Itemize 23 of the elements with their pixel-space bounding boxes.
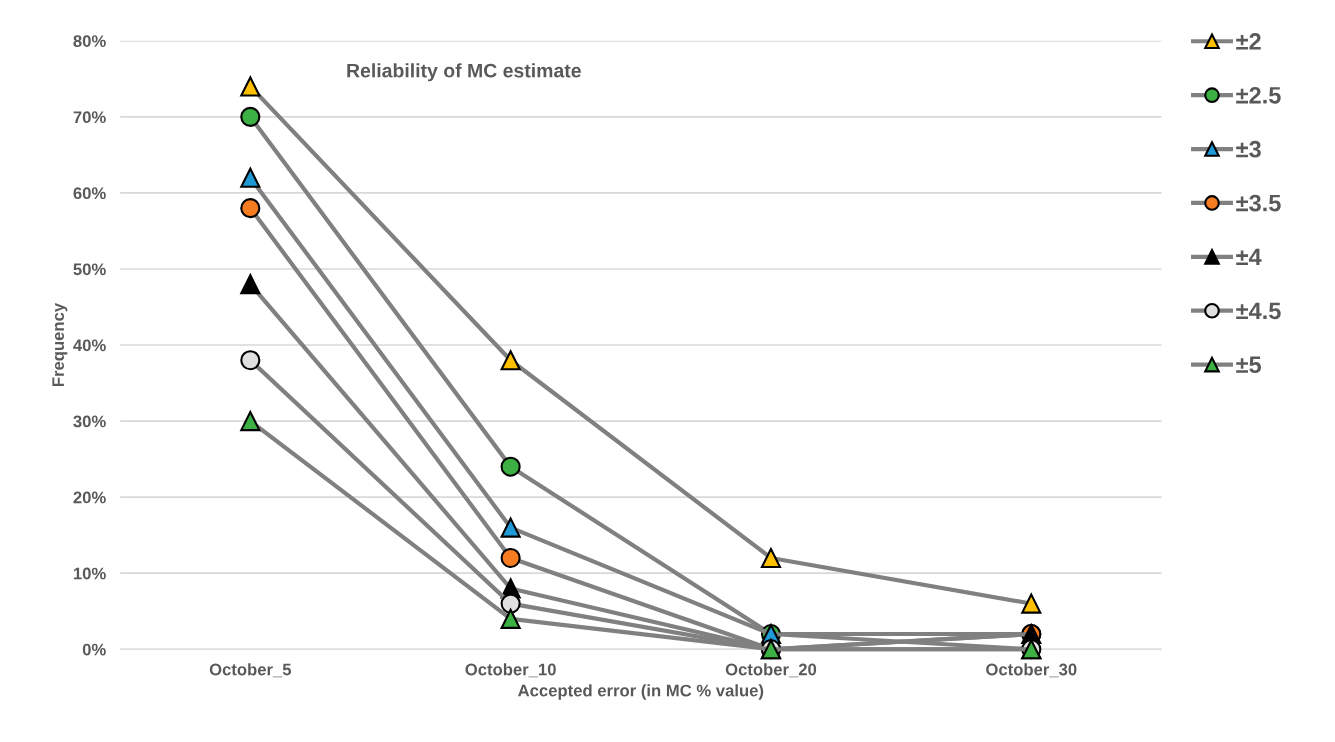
x-tick-label: October_5 bbox=[209, 663, 292, 678]
y-tick-label: 40% bbox=[73, 339, 106, 352]
legend-label: ±3.5 bbox=[1236, 194, 1281, 212]
legend-label: ±4.5 bbox=[1236, 302, 1281, 320]
y-axis-title: Frequency bbox=[52, 302, 68, 387]
y-tick-label: 50% bbox=[73, 263, 106, 276]
legend-label: ±2 bbox=[1236, 33, 1261, 50]
y-tick-label: 0% bbox=[82, 643, 106, 656]
text: Reliability of MC estimate bbox=[347, 63, 581, 82]
legend-label: ±2.5 bbox=[1236, 86, 1281, 104]
y-tick-label: 30% bbox=[73, 415, 106, 428]
y-tick-label: 70% bbox=[73, 111, 106, 124]
legend-label: ±5 bbox=[1236, 356, 1262, 374]
legend-label: ±3 bbox=[1236, 140, 1261, 158]
x-tick-label: October_30 bbox=[986, 663, 1077, 678]
x-axis-title: Accepted error (in MC % value) bbox=[518, 684, 764, 700]
x-tick-label: October_20 bbox=[725, 663, 817, 678]
y-tick-label: 80% bbox=[73, 35, 106, 48]
y-tick-label: 20% bbox=[73, 491, 106, 504]
y-tick-label: 10% bbox=[73, 567, 106, 580]
legend-label: ±4 bbox=[1236, 248, 1262, 266]
y-tick-label: 60% bbox=[73, 187, 106, 200]
x-tick-label: October_10 bbox=[465, 663, 556, 678]
